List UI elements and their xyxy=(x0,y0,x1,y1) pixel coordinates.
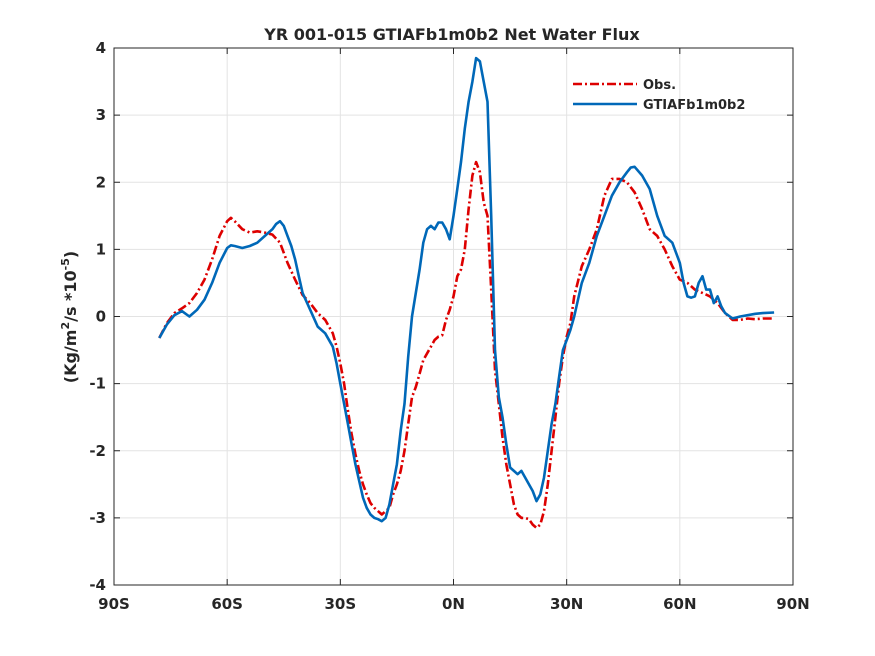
y-tick-label: 4 xyxy=(96,39,106,57)
x-tick-label: 60S xyxy=(211,595,243,613)
y-axis-label-part: ) xyxy=(61,251,80,258)
chart-title: YR 001-015 GTIAFb1m0b2 Net Water Flux xyxy=(263,25,640,44)
y-tick-label: 1 xyxy=(96,240,106,258)
y-tick-label: 0 xyxy=(96,308,106,326)
x-tick-label: 90S xyxy=(98,595,130,613)
y-axis-label-superscript: 2 xyxy=(59,322,72,330)
y-axis-label-part: (Kg/m xyxy=(61,330,80,384)
x-tick-label: 60N xyxy=(663,595,696,613)
y-axis-label-part: /s *10 xyxy=(61,270,80,322)
y-axis-label-superscript: -5 xyxy=(59,258,72,270)
x-tick-label: 0N xyxy=(442,595,465,613)
plot-frame xyxy=(113,47,794,586)
x-tick-labels: 90S 60S 30S 0N 30N 60N 90N xyxy=(98,595,810,613)
series-line-obs xyxy=(158,160,775,530)
series-line-model xyxy=(158,56,775,523)
y-tick-label: -4 xyxy=(89,576,106,594)
legend-label-model: GTIAFb1m0b2 xyxy=(643,98,745,113)
y-axis-label-group: (Kg/m2/s *10-5) xyxy=(59,251,80,383)
x-tick-label: 30N xyxy=(550,595,583,613)
x-tick-label: 30S xyxy=(324,595,356,613)
y-tick-label: 2 xyxy=(96,173,106,191)
y-tick-label: 3 xyxy=(96,106,106,124)
y-tick-labels: -4 -3 -2 -1 0 1 2 3 4 xyxy=(89,39,106,594)
x-tick-label: 90N xyxy=(776,595,809,613)
series-layer xyxy=(158,56,775,530)
y-axis-label: (Kg/m2/s *10-5) xyxy=(59,251,80,383)
y-tick-label: -2 xyxy=(89,442,106,460)
legend-label-obs: Obs. xyxy=(643,78,676,93)
y-tick-label: -1 xyxy=(89,375,106,393)
legend: Obs. GTIAFb1m0b2 xyxy=(573,78,745,113)
y-tick-label: -3 xyxy=(89,509,106,527)
